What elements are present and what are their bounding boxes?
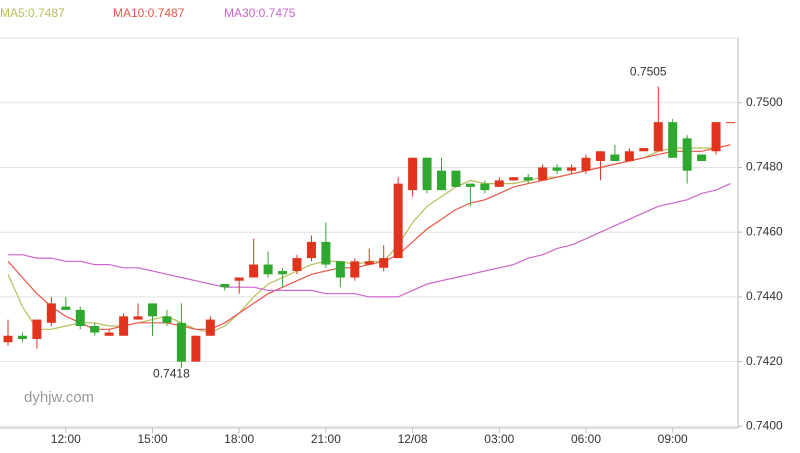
legend-label: MA10:0.7487 [113, 6, 185, 20]
candle-body [278, 271, 288, 275]
candle-body [610, 154, 620, 161]
candle-body [552, 167, 562, 171]
y-tick-label: 0.7500 [746, 95, 783, 109]
candle-body [682, 138, 692, 171]
candle-body [595, 151, 605, 161]
candle-body [234, 277, 244, 281]
y-tick-label: 0.7440 [746, 289, 783, 303]
candle-body [32, 319, 42, 339]
candle-body [509, 177, 519, 181]
min-annotation: 0.7418 [153, 366, 190, 380]
ma-line [7, 144, 731, 330]
legend-label: MA30:0.7475 [224, 6, 296, 20]
candle-body [220, 283, 230, 288]
candle-body [480, 183, 490, 191]
candle-body [104, 332, 114, 336]
candle-body [46, 303, 56, 323]
candle-body [624, 151, 634, 161]
x-tick-label: 06:00 [571, 432, 601, 446]
legend-label: MA5:0.7487 [0, 6, 65, 20]
y-tick-label: 0.7460 [746, 224, 783, 238]
candle-body [17, 335, 27, 339]
y-tick-label: 0.7400 [746, 419, 783, 433]
watermark: dyhjw.com [24, 389, 94, 406]
candle-body [581, 157, 591, 171]
ma-line [7, 144, 731, 334]
candle-body [335, 261, 345, 278]
candle-body [350, 261, 360, 278]
candle-body [538, 167, 548, 181]
candle-body [321, 241, 331, 265]
candle-body [437, 170, 446, 191]
candle-body [494, 180, 504, 187]
candle-body [119, 316, 129, 336]
candle-body [249, 264, 259, 278]
candle-body [393, 183, 403, 259]
x-tick-label: 09:00 [658, 432, 688, 446]
candle-body [205, 319, 215, 336]
candle-body [306, 241, 316, 259]
candle-body [90, 326, 100, 333]
x-tick-label: 12:00 [51, 432, 81, 446]
candle-body [668, 122, 678, 158]
candle-body [292, 258, 302, 272]
y-tick-label: 0.7480 [746, 160, 783, 174]
candle-body [422, 157, 432, 191]
candle-body [61, 306, 71, 310]
candle-body [523, 177, 533, 181]
ma-line [8, 183, 731, 298]
candle-body [263, 264, 273, 275]
x-tick-label: 21:00 [311, 432, 341, 446]
x-tick-label: 03:00 [484, 432, 514, 446]
candle-body [711, 122, 721, 152]
x-tick-label: 12/08 [398, 432, 428, 446]
candle-body [465, 183, 475, 187]
candle-body [3, 335, 13, 343]
candle-body [726, 122, 735, 124]
candle-body [639, 148, 649, 152]
x-tick-label: 15:00 [137, 432, 167, 446]
y-tick-label: 0.7420 [746, 354, 783, 368]
candle-body [408, 157, 418, 191]
candle-body [364, 261, 374, 265]
candle-body [697, 154, 707, 161]
candle-body [567, 167, 577, 171]
candle-body [133, 316, 143, 320]
candle-body [162, 316, 172, 323]
candle-body [653, 122, 663, 152]
candle-body [191, 335, 201, 362]
max-annotation: 0.7505 [630, 65, 667, 79]
candle-body [75, 309, 85, 327]
candle-body [176, 322, 186, 362]
x-tick-label: 18:00 [224, 432, 254, 446]
candle-body [148, 303, 157, 317]
candle-body [379, 258, 389, 268]
candle-body [451, 170, 461, 187]
